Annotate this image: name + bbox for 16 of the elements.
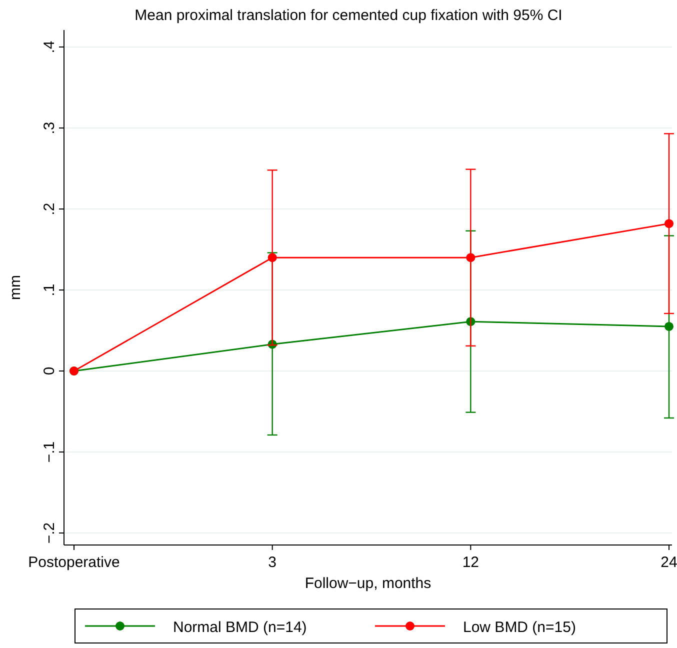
y-tick-label: −.2 xyxy=(41,522,58,544)
y-tick-label: −.1 xyxy=(41,441,58,463)
x-tick-label: 24 xyxy=(660,554,677,571)
x-tick-label: 12 xyxy=(462,554,480,571)
x-axis-title: Follow−up, months xyxy=(304,575,432,592)
x-tick-label: Postoperative xyxy=(28,554,120,571)
legend-label: Low BMD (n=15) xyxy=(463,619,576,636)
y-tick-label: 0 xyxy=(41,366,58,376)
y-tick-label: .1 xyxy=(41,284,58,296)
y-axis-title: mm xyxy=(7,275,24,300)
y-tick-label: .4 xyxy=(41,40,58,54)
y-tick-label: .2 xyxy=(41,202,58,216)
x-tick-label: 3 xyxy=(268,554,277,571)
legend-label: Normal BMD (n=14) xyxy=(173,619,307,636)
chart-title: Mean proximal translation for cemented cup fixation with 95% CI xyxy=(134,7,562,24)
y-tick-label: .3 xyxy=(41,122,58,134)
